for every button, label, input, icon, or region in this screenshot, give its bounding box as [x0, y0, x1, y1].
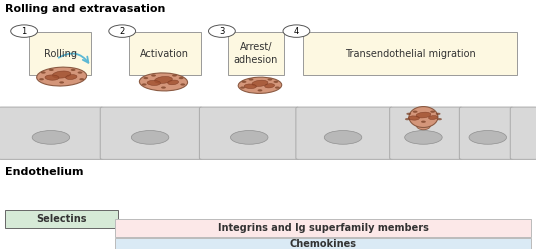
Ellipse shape	[147, 80, 161, 85]
Ellipse shape	[469, 130, 507, 144]
Circle shape	[172, 74, 177, 77]
Ellipse shape	[32, 130, 70, 144]
Circle shape	[142, 83, 147, 86]
Ellipse shape	[139, 73, 188, 91]
Circle shape	[49, 69, 54, 71]
Ellipse shape	[416, 112, 431, 118]
Circle shape	[11, 25, 38, 37]
Ellipse shape	[154, 76, 173, 83]
FancyBboxPatch shape	[29, 32, 91, 75]
Circle shape	[436, 113, 441, 115]
Circle shape	[242, 81, 247, 83]
FancyBboxPatch shape	[390, 107, 463, 159]
Ellipse shape	[238, 77, 282, 93]
Text: 3: 3	[219, 27, 225, 36]
FancyBboxPatch shape	[129, 32, 201, 75]
Circle shape	[249, 78, 254, 81]
Text: Transendothelial migration: Transendothelial migration	[345, 49, 475, 59]
Ellipse shape	[408, 116, 419, 120]
Text: Rolling and extravasation: Rolling and extravasation	[5, 4, 166, 14]
Circle shape	[413, 111, 418, 113]
Ellipse shape	[244, 84, 256, 89]
Ellipse shape	[65, 75, 77, 79]
Circle shape	[71, 69, 76, 71]
Text: Endothelium: Endothelium	[5, 167, 84, 177]
Circle shape	[430, 111, 435, 113]
Circle shape	[178, 77, 183, 79]
Ellipse shape	[429, 116, 437, 120]
Circle shape	[275, 86, 280, 89]
Text: Integrins and Ig superfamily members: Integrins and Ig superfamily members	[218, 223, 428, 233]
Circle shape	[41, 71, 46, 74]
FancyBboxPatch shape	[303, 32, 517, 75]
Text: 1: 1	[21, 27, 27, 36]
Ellipse shape	[36, 67, 87, 86]
Circle shape	[406, 113, 411, 115]
Text: Arrest/
adhesion: Arrest/ adhesion	[234, 42, 278, 65]
Circle shape	[283, 25, 310, 37]
Ellipse shape	[252, 80, 268, 86]
Ellipse shape	[131, 130, 169, 144]
FancyBboxPatch shape	[0, 107, 103, 159]
Ellipse shape	[416, 121, 431, 130]
Circle shape	[144, 77, 148, 79]
Circle shape	[78, 71, 83, 74]
Text: 2: 2	[120, 27, 125, 36]
FancyBboxPatch shape	[459, 107, 513, 159]
Text: 4: 4	[294, 27, 299, 36]
Circle shape	[437, 118, 442, 120]
Text: Selectins: Selectins	[36, 214, 87, 224]
FancyBboxPatch shape	[510, 107, 536, 159]
Circle shape	[240, 86, 245, 89]
FancyBboxPatch shape	[115, 219, 531, 237]
Circle shape	[405, 118, 410, 120]
Circle shape	[257, 89, 262, 91]
Ellipse shape	[168, 80, 178, 85]
Text: Activation: Activation	[140, 49, 189, 59]
Ellipse shape	[405, 130, 442, 144]
Circle shape	[209, 25, 235, 37]
Circle shape	[79, 78, 84, 80]
Text: Rolling: Rolling	[44, 49, 77, 59]
Ellipse shape	[409, 107, 438, 127]
Circle shape	[180, 83, 185, 86]
Ellipse shape	[53, 71, 71, 78]
Ellipse shape	[265, 84, 274, 88]
FancyBboxPatch shape	[115, 238, 531, 249]
FancyBboxPatch shape	[296, 107, 393, 159]
Circle shape	[273, 81, 278, 83]
Ellipse shape	[324, 130, 362, 144]
Circle shape	[421, 121, 426, 123]
FancyBboxPatch shape	[228, 32, 284, 75]
Ellipse shape	[45, 75, 59, 80]
Circle shape	[161, 86, 166, 89]
Circle shape	[151, 74, 156, 77]
FancyBboxPatch shape	[199, 107, 299, 159]
Circle shape	[267, 78, 272, 81]
FancyBboxPatch shape	[5, 210, 118, 228]
Circle shape	[39, 78, 44, 80]
Circle shape	[109, 25, 136, 37]
FancyBboxPatch shape	[100, 107, 203, 159]
Text: Chemokines: Chemokines	[289, 239, 356, 249]
Ellipse shape	[230, 130, 268, 144]
Circle shape	[59, 81, 64, 84]
